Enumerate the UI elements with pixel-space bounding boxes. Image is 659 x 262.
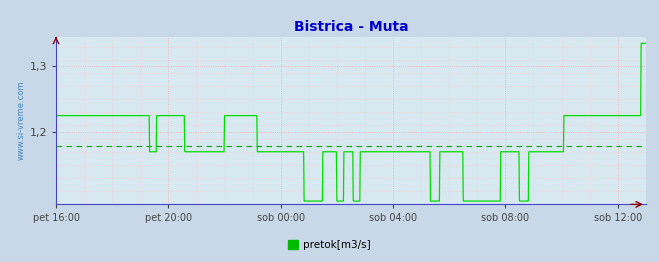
Title: Bistrica - Muta: Bistrica - Muta xyxy=(294,20,408,34)
Legend: pretok[m3/s]: pretok[m3/s] xyxy=(283,236,376,254)
Y-axis label: www.si-vreme.com: www.si-vreme.com xyxy=(16,81,25,160)
